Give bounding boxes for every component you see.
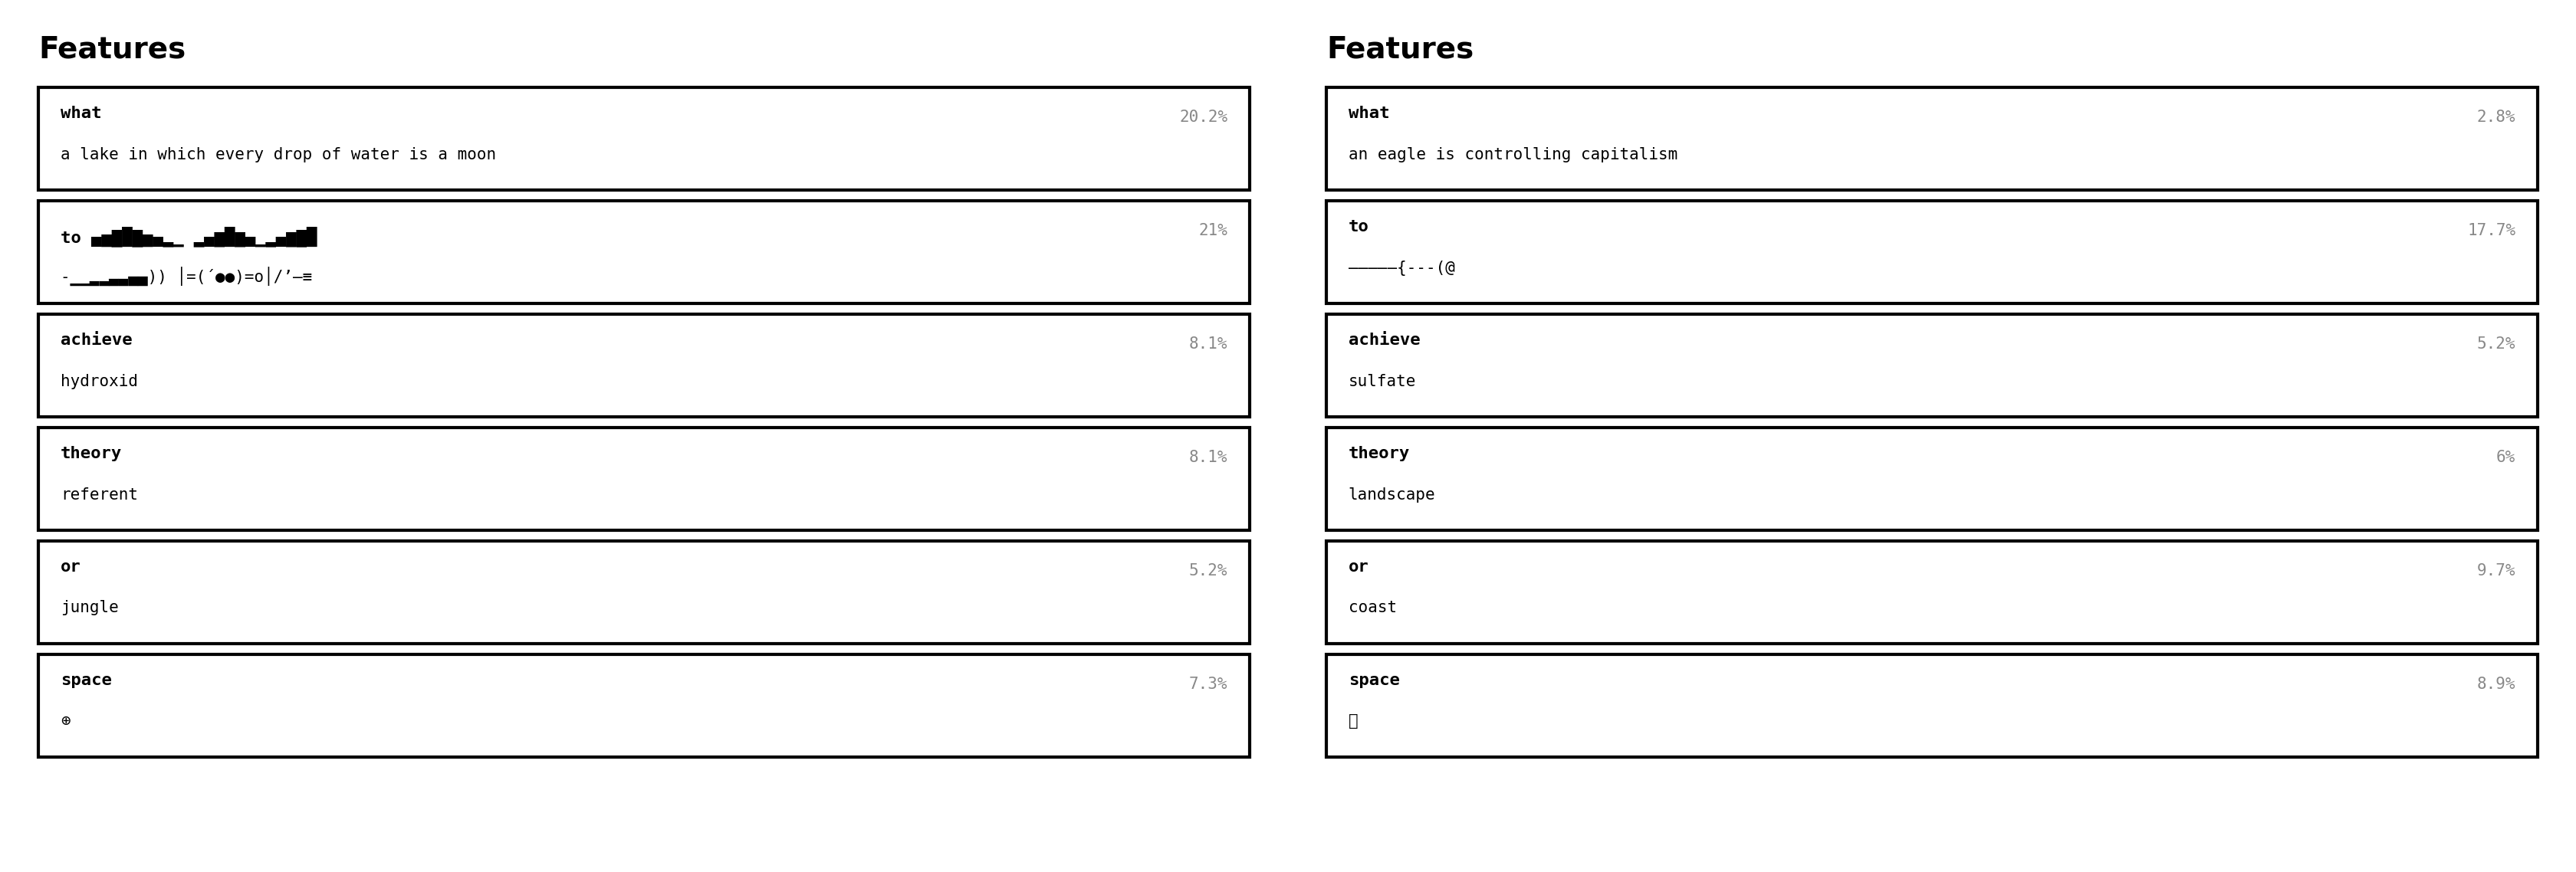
- Text: Features: Features: [1327, 35, 1473, 64]
- Text: coast: coast: [1347, 600, 1396, 616]
- FancyBboxPatch shape: [39, 201, 1249, 303]
- Text: jungle: jungle: [59, 600, 118, 616]
- Text: 20.2%: 20.2%: [1180, 110, 1229, 126]
- FancyBboxPatch shape: [1327, 427, 2537, 530]
- Text: -▁▁▂▂▃▃▄▄)) │=(´●●)=o│/’—≡: -▁▁▂▂▃▃▄▄)) │=(´●●)=o│/’—≡: [59, 268, 312, 287]
- Text: what: what: [1347, 106, 1388, 121]
- FancyBboxPatch shape: [1327, 201, 2537, 303]
- Text: hydroxid: hydroxid: [59, 373, 139, 389]
- Text: 5.2%: 5.2%: [1190, 563, 1229, 579]
- FancyBboxPatch shape: [1327, 314, 2537, 417]
- FancyBboxPatch shape: [39, 541, 1249, 644]
- Text: 🌙: 🌙: [1347, 713, 1358, 729]
- Text: 2.8%: 2.8%: [2478, 110, 2517, 126]
- FancyBboxPatch shape: [39, 654, 1249, 757]
- Text: referent: referent: [59, 487, 139, 502]
- Text: theory: theory: [59, 446, 121, 461]
- Text: 9.7%: 9.7%: [2478, 563, 2517, 579]
- Text: 8.1%: 8.1%: [1190, 337, 1229, 352]
- Text: to: to: [1347, 219, 1368, 235]
- Text: space: space: [59, 672, 111, 688]
- Text: what: what: [59, 106, 100, 121]
- Text: an eagle is controlling capitalism: an eagle is controlling capitalism: [1347, 146, 1677, 162]
- Text: ⊕: ⊕: [59, 713, 70, 729]
- FancyBboxPatch shape: [39, 87, 1249, 190]
- FancyBboxPatch shape: [1327, 541, 2537, 644]
- Text: theory: theory: [1347, 446, 1409, 461]
- Text: space: space: [1347, 672, 1399, 688]
- Text: 8.1%: 8.1%: [1190, 450, 1229, 466]
- Text: or: or: [59, 559, 80, 575]
- Text: 6%: 6%: [2496, 450, 2517, 466]
- Text: sulfate: sulfate: [1347, 373, 1417, 389]
- Text: landscape: landscape: [1347, 487, 1435, 502]
- Text: 21%: 21%: [1198, 223, 1229, 239]
- Text: a lake in which every drop of water is a moon: a lake in which every drop of water is a…: [59, 146, 497, 162]
- Text: or: or: [1347, 559, 1368, 575]
- FancyBboxPatch shape: [1327, 87, 2537, 190]
- Text: achieve: achieve: [1347, 332, 1419, 348]
- FancyBboxPatch shape: [39, 314, 1249, 417]
- FancyBboxPatch shape: [39, 427, 1249, 530]
- Text: 17.7%: 17.7%: [2468, 223, 2517, 239]
- Text: —————{---(@: —————{---(@: [1347, 260, 1455, 276]
- Text: Features: Features: [39, 35, 185, 64]
- FancyBboxPatch shape: [1327, 654, 2537, 757]
- Text: 5.2%: 5.2%: [2478, 337, 2517, 352]
- Text: 7.3%: 7.3%: [1190, 677, 1229, 692]
- Text: to ▄▅▇█▇▅▄▂▁ ▂▄▆█▆▄▁▂▄▆▇█: to ▄▅▇█▇▅▄▂▁ ▂▄▆█▆▄▁▂▄▆▇█: [59, 227, 317, 247]
- Text: achieve: achieve: [59, 332, 131, 348]
- Text: 8.9%: 8.9%: [2478, 677, 2517, 692]
